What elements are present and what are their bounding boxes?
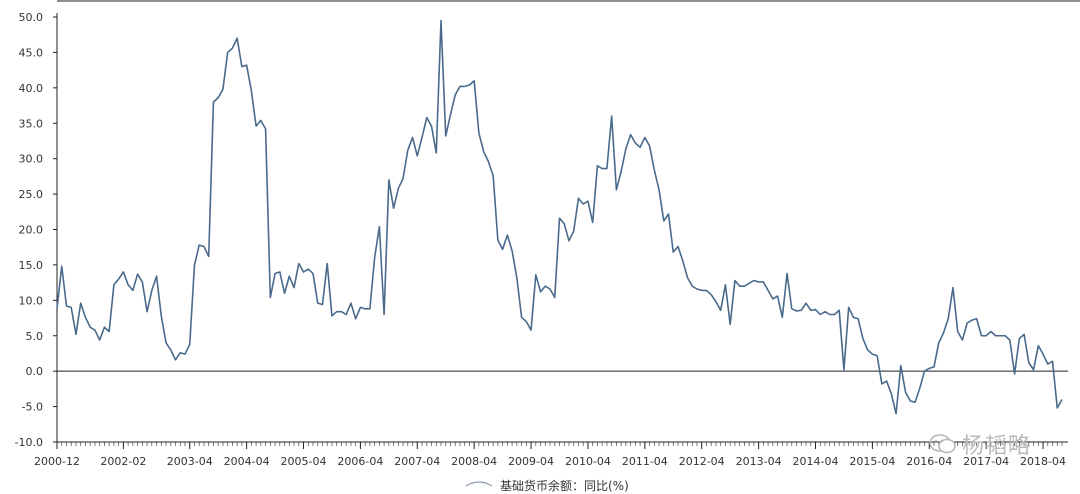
y-tick-label: 20.0 [19, 224, 44, 237]
watermark-text: 杨韬略 [962, 434, 1032, 459]
y-tick-label: 5.0 [26, 330, 44, 343]
x-tick-label: 2015-04 [849, 455, 895, 468]
y-tick-label: 0.0 [26, 365, 44, 378]
x-tick-label: 2016-04 [906, 455, 952, 468]
y-tick-label: 30.0 [19, 153, 44, 166]
x-tick-label: 2007-04 [394, 455, 440, 468]
legend-line-swatch [465, 481, 493, 487]
x-tick-label: 2002-02 [100, 455, 146, 468]
x-tick-label: 2010-04 [565, 455, 611, 468]
wechat-icon [929, 434, 956, 454]
y-tick-label: 45.0 [19, 46, 44, 59]
x-tick-label: 2017-04 [963, 455, 1009, 468]
y-tick-label: -10.0 [15, 436, 43, 449]
legend-label: 基础货币余额：同比(%) [500, 478, 629, 493]
y-axis: 50.0 45.0 40.0 35.0 30.0 25.0 20.0 15.0 10.0 5.0 0… [15, 11, 58, 449]
x-tick-label: 2008-04 [451, 455, 497, 468]
x-tick-label: 2009-04 [508, 455, 554, 468]
series-layer [56, 19, 1063, 415]
y-tick-label: 35.0 [19, 117, 44, 130]
series-line [56, 19, 1063, 415]
legend: 基础货币余额：同比(%) [465, 478, 629, 493]
x-tick-label: 2006-04 [337, 455, 383, 468]
x-tick-label: 2000-12 [34, 455, 80, 468]
y-tick-label: 10.0 [19, 294, 44, 307]
watermark: 杨韬略 [928, 428, 1031, 460]
x-tick-label: 2012-04 [679, 455, 725, 468]
y-tick-label: 15.0 [19, 259, 44, 272]
x-tick-label: 2013-04 [736, 455, 782, 468]
x-tick-label: 2003-04 [167, 455, 213, 468]
x-tick-label: 2018-04 [1020, 455, 1066, 468]
x-axis: 2000-12 2002-02 2003-04 2004-04 2005-04 2006-… [34, 441, 1068, 468]
y-tick-label: 25.0 [19, 188, 44, 201]
y-tick-label: 40.0 [19, 82, 44, 95]
x-tick-label: 2011-04 [622, 455, 668, 468]
y-tick-label: -5.0 [22, 401, 43, 414]
x-tick-label: 2004-04 [224, 455, 270, 468]
x-tick-label: 2014-04 [793, 455, 839, 468]
y-tick-label: 50.0 [19, 11, 44, 24]
x-tick-label: 2005-04 [281, 455, 327, 468]
